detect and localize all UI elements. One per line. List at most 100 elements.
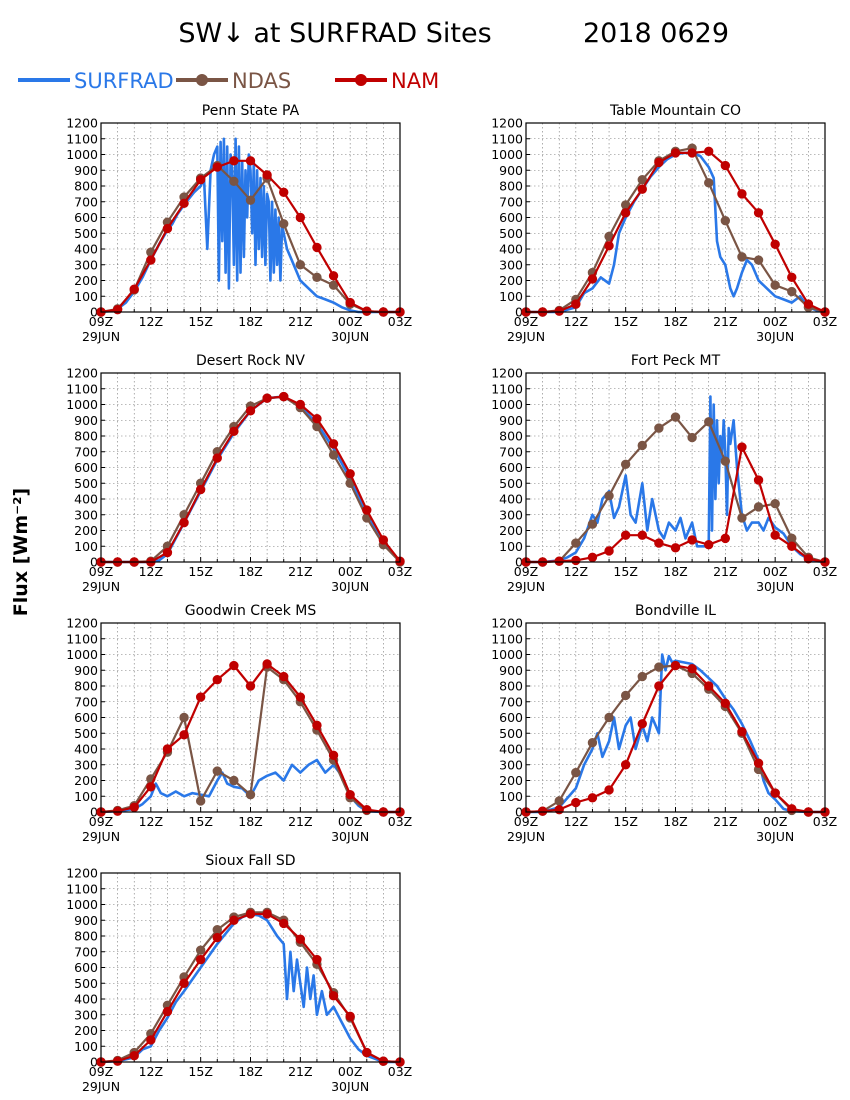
x-tick-label: 21Z — [288, 1064, 312, 1079]
plot-frame — [525, 122, 826, 313]
x-tick-label: 12Z — [139, 1064, 163, 1079]
data-point-nam — [687, 663, 697, 674]
data-point-nam — [704, 539, 714, 550]
data-point-nam — [803, 299, 814, 309]
x-tick-label: 12Z — [139, 314, 163, 329]
data-point-nam — [179, 978, 189, 988]
data-point-nam — [670, 543, 681, 553]
plot-frame — [100, 622, 401, 813]
y-axis-label: Flux [Wm⁻²] — [10, 488, 32, 616]
legend-label: NDAS — [232, 69, 291, 93]
data-point-ndas — [637, 671, 647, 682]
x-tick-label: 15Z — [188, 1064, 212, 1079]
y-tick-label: 0 — [90, 1055, 98, 1070]
x-tick-label: 21Z — [288, 314, 312, 329]
data-point-nam — [571, 555, 581, 566]
data-point-nam — [279, 918, 289, 929]
data-point-nam — [229, 915, 239, 925]
data-point-ndas — [670, 412, 681, 422]
y-tick-label: 1000 — [66, 397, 98, 412]
y-tick-label: 700 — [74, 444, 98, 459]
y-tick-label: 600 — [74, 710, 98, 725]
x-tick-label: 00Z — [338, 814, 362, 829]
y-tick-label: 400 — [499, 742, 523, 757]
y-tick-label: 1000 — [491, 647, 523, 662]
data-point-ndas — [587, 738, 598, 748]
data-point-nam — [279, 671, 289, 682]
y-tick-label: 1100 — [66, 881, 98, 896]
data-point-nam — [229, 426, 239, 436]
panel-title: Table Mountain CO — [609, 103, 741, 119]
data-point-nam — [620, 530, 631, 540]
data-point-nam — [687, 148, 697, 158]
y-tick-label: 400 — [74, 242, 98, 257]
y-tick-label: 800 — [499, 679, 523, 694]
data-point-nam — [654, 157, 664, 168]
data-point-ndas — [720, 456, 731, 466]
y-tick-label: 900 — [74, 413, 98, 428]
y-tick-label: 700 — [74, 944, 98, 959]
y-tick-label: 0 — [515, 805, 523, 820]
data-point-nam — [537, 806, 548, 816]
data-point-ndas — [245, 789, 256, 800]
y-tick-label: 1200 — [491, 616, 523, 631]
y-tick-label: 300 — [499, 507, 523, 522]
x-tick-label: 09Z — [89, 814, 113, 829]
x-day-label: 30JUN — [331, 829, 369, 844]
data-point-nam — [262, 170, 272, 180]
x-tick-label: 21Z — [288, 814, 312, 829]
y-tick-label: 900 — [74, 913, 98, 928]
data-point-ndas — [687, 432, 697, 443]
data-point-nam — [262, 659, 272, 669]
x-day-label: 29JUN — [507, 329, 545, 344]
y-tick-label: 300 — [74, 757, 98, 772]
data-point-nam — [279, 391, 289, 402]
y-tick-label: 100 — [74, 1039, 98, 1054]
y-tick-label: 1000 — [491, 397, 523, 412]
data-point-ndas — [195, 945, 206, 955]
x-day-label: 29JUN — [507, 579, 545, 594]
data-point-nam — [146, 1035, 156, 1045]
y-tick-label: 1000 — [66, 647, 98, 662]
y-tick-label: 200 — [74, 273, 98, 288]
data-point-ndas — [787, 533, 797, 544]
data-point-nam — [654, 538, 664, 548]
legend-label: SURFRAD — [74, 69, 174, 93]
y-tick-label: 100 — [499, 539, 523, 554]
grid — [526, 373, 825, 562]
data-point-nam — [378, 1056, 389, 1066]
grid — [101, 873, 400, 1062]
data-point-ndas — [787, 286, 797, 297]
y-tick-label: 600 — [499, 210, 523, 225]
legend-marker — [355, 74, 367, 86]
x-tick-label: 09Z — [89, 1064, 113, 1079]
x-day-label: 29JUN — [82, 829, 120, 844]
data-point-ndas — [229, 775, 239, 786]
y-tick-label: 500 — [74, 476, 98, 491]
y-tick-label: 400 — [74, 742, 98, 757]
panel-fort-peck-mt: Fort Peck MT 0100200300400500600700800900… — [491, 353, 837, 594]
x-tick-label: 18Z — [663, 814, 687, 829]
x-tick-label: 03Z — [388, 314, 412, 329]
legend-item-nam: NAM — [335, 69, 439, 93]
x-day-label: 30JUN — [756, 329, 794, 344]
data-point-ndas — [654, 423, 664, 433]
series-line-surfrad — [100, 137, 400, 314]
x-tick-label: 09Z — [514, 814, 538, 829]
y-tick-label: 1000 — [66, 897, 98, 912]
data-point-nam — [720, 698, 731, 709]
plot-frame — [100, 372, 401, 563]
data-point-nam — [112, 806, 123, 816]
x-tick-label: 18Z — [238, 564, 262, 579]
data-point-nam — [571, 797, 581, 808]
y-tick-label: 800 — [74, 179, 98, 194]
grid — [101, 123, 400, 312]
data-point-ndas — [571, 538, 581, 548]
data-point-ndas — [229, 176, 239, 186]
x-tick-label: 21Z — [713, 314, 737, 329]
y-tick-label: 800 — [74, 679, 98, 694]
data-point-nam — [770, 788, 780, 798]
data-point-ndas — [212, 925, 222, 935]
x-tick-label: 00Z — [763, 814, 787, 829]
data-point-nam — [737, 189, 747, 199]
